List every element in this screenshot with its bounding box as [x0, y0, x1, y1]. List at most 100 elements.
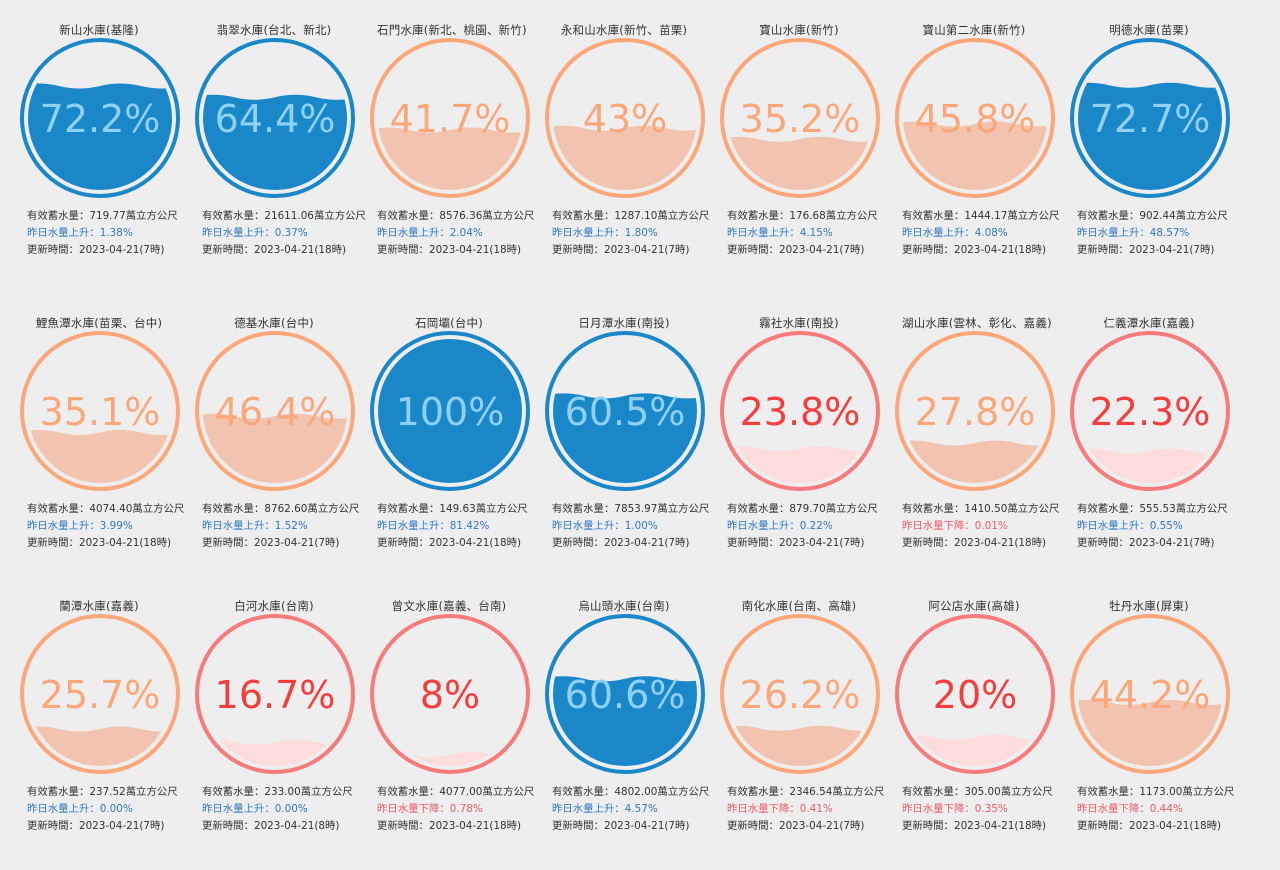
update-line: 更新時間：2023-04-21(18時)	[377, 535, 549, 552]
update-line: 更新時間：2023-04-21(7時)	[727, 818, 899, 835]
update-prefix: 更新時間：	[27, 537, 79, 549]
gauge-ring	[1070, 331, 1230, 491]
trend-line: 昨日水量上升：4.08%	[902, 225, 1074, 242]
reservoir-name: 牡丹水庫(屏東)	[1109, 599, 1189, 613]
trend-prefix: 昨日水量下降：	[902, 803, 975, 815]
capacity-value: 1410.50	[964, 503, 1008, 515]
update-line: 更新時間：2023-04-21(7時)	[552, 535, 724, 552]
update-value: 2023-04-21(18時)	[78, 537, 172, 549]
capacity-unit: 萬立方公尺	[657, 210, 710, 222]
update-value: 2023-04-21(7時)	[1128, 244, 1215, 256]
water-fill	[28, 726, 172, 766]
capacity-line: 有效蓄水量：8762.60萬立方公尺	[202, 501, 374, 518]
trend-line: 昨日水量上升：0.37%	[202, 225, 374, 242]
capacity-line: 有效蓄水量：233.00萬立方公尺	[202, 784, 374, 801]
capacity-unit: 萬立方公尺	[313, 210, 366, 222]
reservoir-info: 有效蓄水量：1173.00萬立方公尺 昨日水量下降：0.44% 更新時間：2023-…	[1077, 784, 1249, 835]
update-prefix: 更新時間：	[727, 820, 779, 832]
gauge-ring	[720, 331, 880, 491]
reservoir-info: 有效蓄水量：149.63萬立方公尺 昨日水量上升：81.42% 更新時間：2023-…	[377, 501, 549, 552]
capacity-line: 有效蓄水量：21611.06萬立方公尺	[202, 208, 374, 225]
water-level-gauge: 72.2%	[20, 38, 180, 198]
reservoir-info: 有效蓄水量：879.70萬立方公尺 昨日水量上升：0.22% 更新時間：2023-0…	[727, 501, 899, 552]
reservoir-name: 石岡壩(台中)	[415, 316, 483, 330]
reservoir-name: 日月潭水庫(南投)	[578, 316, 670, 330]
percent-label: 20%	[933, 673, 1017, 717]
update-line: 更新時間：2023-04-21(18時)	[902, 818, 1074, 835]
update-prefix: 更新時間：	[1077, 244, 1129, 256]
update-line: 更新時間：2023-04-21(18時)	[202, 242, 374, 259]
water-level-gauge: 27.8%	[895, 331, 1055, 491]
capacity-line: 有效蓄水量：2346.54萬立方公尺	[727, 784, 899, 801]
trend-line: 昨日水量上升：3.99%	[27, 518, 199, 535]
trend-value: 0.35%	[974, 803, 1008, 815]
capacity-unit: 萬立方公尺	[125, 786, 178, 798]
capacity-unit: 萬立方公尺	[1175, 210, 1228, 222]
trend-value: 1.52%	[274, 520, 308, 532]
update-prefix: 更新時間：	[377, 537, 429, 549]
water-fill	[553, 393, 697, 483]
capacity-unit: 萬立方公尺	[1000, 786, 1053, 798]
update-line: 更新時間：2023-04-21(7時)	[1077, 242, 1249, 259]
update-line: 更新時間：2023-04-21(7時)	[727, 535, 899, 552]
water-level-gauge: 45.8%	[895, 38, 1055, 198]
trend-value: 0.01%	[974, 520, 1008, 532]
trend-prefix: 昨日水量上升：	[727, 227, 800, 239]
capacity-prefix: 有效蓄水量：	[1077, 503, 1140, 515]
gauge-ring	[545, 614, 705, 774]
water-level-gauge: 26.2%	[720, 614, 880, 774]
reservoir-info: 有效蓄水量：719.77萬立方公尺 昨日水量上升：1.38% 更新時間：2023-0…	[27, 208, 199, 259]
update-prefix: 更新時間：	[1077, 820, 1129, 832]
percent-label: 27.8%	[915, 390, 1036, 434]
capacity-value: 237.52	[89, 786, 126, 798]
capacity-unit: 萬立方公尺	[657, 786, 710, 798]
update-value: 2023-04-21(7時)	[78, 244, 165, 256]
capacity-prefix: 有效蓄水量：	[377, 503, 440, 515]
trend-prefix: 昨日水量上升：	[27, 520, 100, 532]
gauge-ring	[895, 614, 1055, 774]
water-level-gauge: 35.2%	[720, 38, 880, 198]
update-prefix: 更新時間：	[27, 244, 79, 256]
reservoir-info: 有效蓄水量：8576.36萬立方公尺 昨日水量上升：2.04% 更新時間：2023-…	[377, 208, 549, 259]
capacity-value: 719.77	[89, 210, 126, 222]
capacity-unit: 萬立方公尺	[482, 786, 535, 798]
trend-value: 0.00%	[99, 803, 133, 815]
trend-prefix: 昨日水量上升：	[552, 227, 625, 239]
update-line: 更新時間：2023-04-21(18時)	[27, 535, 199, 552]
capacity-unit: 萬立方公尺	[825, 503, 878, 515]
update-line: 更新時間：2023-04-21(18時)	[902, 535, 1074, 552]
percent-label: 44.2%	[1090, 673, 1211, 717]
update-value: 2023-04-21(7時)	[778, 244, 865, 256]
reservoir-name: 阿公店水庫(高雄)	[928, 599, 1020, 613]
percent-label: 35.2%	[740, 97, 861, 141]
update-value: 2023-04-21(18時)	[428, 244, 522, 256]
capacity-prefix: 有效蓄水量：	[727, 503, 790, 515]
gauge-ring	[895, 331, 1055, 491]
water-level-gauge: 44.2%	[1070, 614, 1230, 774]
percent-label: 26.2%	[740, 673, 861, 717]
trend-prefix: 昨日水量下降：	[377, 803, 450, 815]
reservoir-info: 有效蓄水量：7853.97萬立方公尺 昨日水量上升：1.00% 更新時間：2023-…	[552, 501, 724, 552]
capacity-line: 有效蓄水量：879.70萬立方公尺	[727, 501, 899, 518]
capacity-value: 879.70	[789, 503, 826, 515]
capacity-unit: 萬立方公尺	[300, 786, 353, 798]
trend-line: 昨日水量上升：1.38%	[27, 225, 199, 242]
percent-label: 60.6%	[565, 673, 686, 717]
reservoir-info: 有效蓄水量：1410.50萬立方公尺 昨日水量下降：0.01% 更新時間：2023-…	[902, 501, 1074, 552]
update-line: 更新時間：2023-04-21(8時)	[202, 818, 374, 835]
capacity-line: 有效蓄水量：1173.00萬立方公尺	[1077, 784, 1249, 801]
reservoir-name: 寶山水庫(新竹)	[759, 23, 839, 37]
water-fill	[903, 440, 1047, 483]
update-line: 更新時間：2023-04-21(18時)	[377, 818, 549, 835]
update-prefix: 更新時間：	[202, 820, 254, 832]
update-value: 2023-04-21(7時)	[778, 820, 865, 832]
update-prefix: 更新時間：	[727, 537, 779, 549]
water-level-gauge: 22.3%	[1070, 331, 1230, 491]
reservoir-info: 有效蓄水量：1444.17萬立方公尺 昨日水量上升：4.08% 更新時間：2023-…	[902, 208, 1074, 259]
update-value: 2023-04-21(18時)	[1128, 820, 1222, 832]
capacity-prefix: 有效蓄水量：	[202, 210, 265, 222]
capacity-prefix: 有效蓄水量：	[552, 210, 615, 222]
capacity-prefix: 有效蓄水量：	[1077, 786, 1140, 798]
trend-prefix: 昨日水量上升：	[377, 227, 450, 239]
trend-line: 昨日水量上升：4.57%	[552, 801, 724, 818]
